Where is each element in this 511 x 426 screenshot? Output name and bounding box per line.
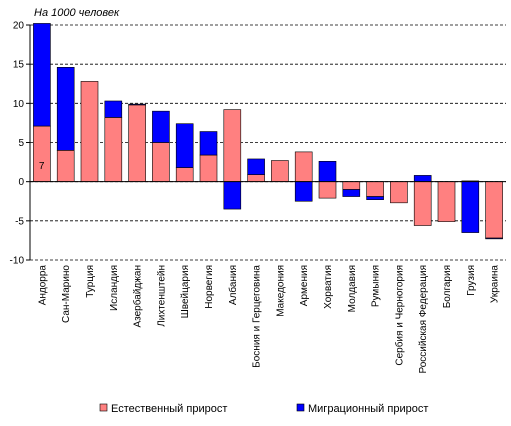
bar-migration [33, 23, 51, 127]
bar-natural [342, 181, 361, 190]
bar-migration [152, 110, 170, 143]
bar-migration [294, 181, 313, 202]
category-label: Исландия [109, 265, 120, 311]
category-label: Швейцария [180, 265, 191, 318]
legend-swatch [99, 403, 108, 412]
category-label: Албания [227, 265, 239, 305]
bar-migration [56, 67, 75, 151]
bar-migration [318, 161, 337, 182]
bar-natural [294, 151, 313, 182]
y-tick-label: 5 [18, 138, 24, 149]
category-label: Турция [85, 265, 96, 298]
category-label: Азербайджан [132, 265, 144, 328]
y-tick-label: 0 [18, 177, 24, 188]
bar-natural [223, 109, 242, 182]
bar-natural [247, 174, 265, 182]
y-tick-label: 20 [13, 21, 25, 32]
category-label: Норвегия [204, 265, 215, 309]
category-label: Босния и Герцеговина [252, 265, 263, 368]
category-label: Лихтенштейн [156, 265, 167, 327]
gridlines [30, 24, 506, 261]
bar-natural [437, 181, 456, 222]
bar-natural [366, 181, 384, 197]
category-label: Болгария [442, 265, 453, 308]
bar-natural [152, 142, 170, 182]
y-tick-labels: -10 -5 0 5 10 15 20 [10, 21, 25, 267]
y-tick-label: -10 [10, 256, 25, 267]
legend-swatch [296, 403, 305, 412]
category-label: Румыния [371, 265, 382, 307]
legend-label: Естественный прирост [111, 403, 227, 415]
category-label: Грузия [466, 265, 477, 296]
bar-natural [413, 181, 432, 226]
legend: Естественный прирост Миграционный прирост [99, 403, 428, 415]
category-label: Молдавия [347, 265, 358, 312]
bar-migration [128, 103, 146, 106]
category-label: Андорра [37, 265, 48, 306]
y-tick-label: -5 [15, 216, 24, 227]
axes [26, 24, 506, 261]
bar-natural [390, 181, 408, 204]
category-label: Македония [275, 265, 286, 317]
bar-natural [485, 181, 503, 239]
bar-natural [104, 117, 123, 182]
category-label: Сан-Марино [61, 265, 72, 323]
bar-migration [366, 196, 384, 200]
category-label: Хорватия [323, 265, 334, 309]
category-label: Сербия и Черногория [393, 265, 405, 366]
bar-migration [104, 100, 123, 118]
bars [33, 23, 503, 240]
bar-migration [413, 175, 432, 182]
bar-migration [175, 123, 194, 168]
y-tick-label: 10 [13, 99, 25, 110]
category-labels: Андорра Сан-Марино Турция Исландия Азербайдж… [37, 265, 500, 374]
bar-migration [461, 181, 480, 233]
y-tick-label: 15 [13, 60, 25, 71]
y-axis-label: На 1000 человек [34, 7, 120, 19]
bar-natural [271, 160, 289, 182]
bar-natural [128, 104, 146, 182]
bar-migration [485, 237, 503, 240]
bar-natural [199, 154, 218, 182]
bar-natural [318, 181, 337, 199]
category-label: Армения [299, 265, 310, 306]
bar-natural [175, 167, 194, 182]
bar-migration [199, 131, 218, 156]
bar-natural [56, 150, 75, 182]
bar-migration [223, 181, 242, 210]
legend-label: Миграционный прирост [308, 403, 428, 415]
data-label: 7 [39, 161, 45, 172]
bar-migration [247, 158, 265, 175]
category-label: Российская Федерация [418, 265, 429, 374]
bar-natural [80, 81, 99, 182]
category-label: Украина [490, 265, 501, 304]
bar-natural [33, 125, 51, 182]
bar-migration [342, 189, 361, 197]
annotations: 7 [39, 161, 45, 172]
